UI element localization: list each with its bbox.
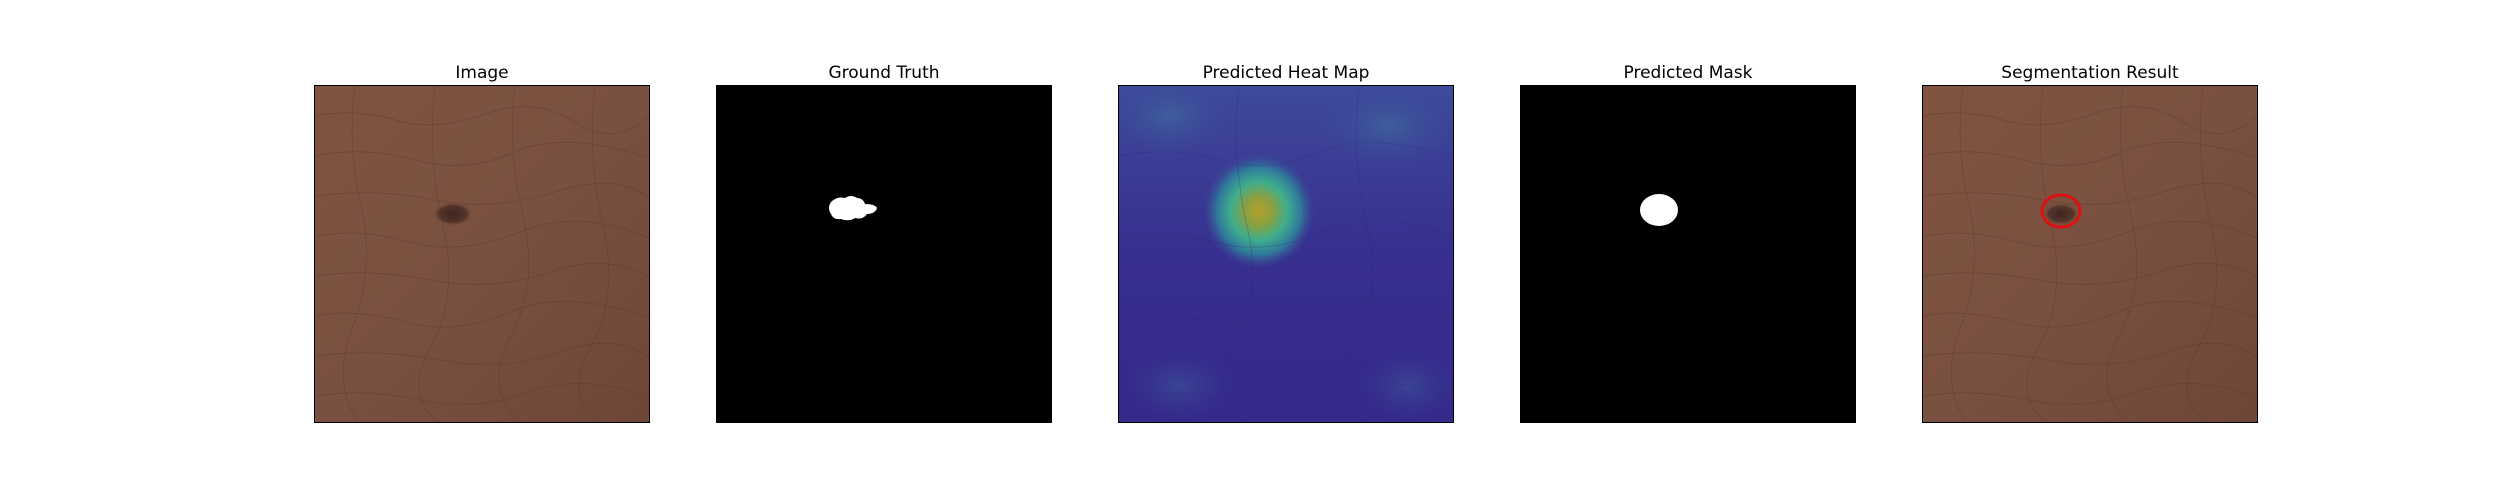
panel-ground-truth: Ground Truth (716, 60, 1052, 423)
predicted-mask (1520, 85, 1856, 423)
panel-predicted-heat-map: Predicted Heat Map (1118, 60, 1454, 423)
ground-truth-mask (716, 85, 1052, 423)
segmentation-overlay (1922, 85, 2258, 423)
panel-title-ground-truth: Ground Truth (828, 63, 940, 83)
panel-segmentation-result: Segmentation Result (1922, 60, 2258, 423)
panel-title-image: Image (455, 63, 509, 83)
panel-title-predicted-heat-map: Predicted Heat Map (1202, 63, 1370, 83)
panel-image: Image (314, 60, 650, 423)
leather-image (314, 85, 650, 423)
segmentation-contour (2040, 193, 2082, 229)
panel-title-predicted-mask: Predicted Mask (1623, 63, 1753, 83)
panel-predicted-mask: Predicted Mask (1520, 60, 1856, 423)
panel-title-segmentation-result: Segmentation Result (2001, 63, 2179, 83)
heat-map (1118, 85, 1454, 423)
